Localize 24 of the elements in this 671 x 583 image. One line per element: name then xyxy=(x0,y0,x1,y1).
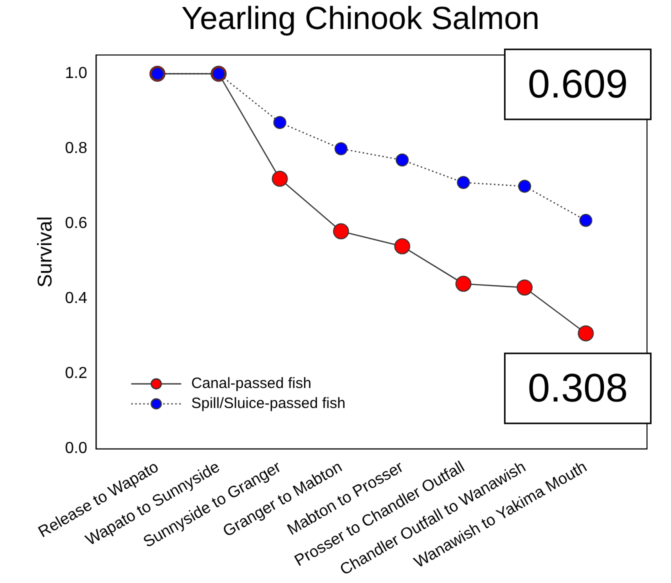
y-axis-title: Survival xyxy=(34,216,57,288)
y-tick-label: 0.2 xyxy=(64,365,88,382)
point xyxy=(518,180,532,193)
y-tick-label: 0.8 xyxy=(64,140,88,158)
legend-label: Spill/Sluice-passed fish xyxy=(191,394,346,412)
y-tick-label: 0.4 xyxy=(64,290,88,308)
point xyxy=(333,223,350,240)
point xyxy=(579,214,592,227)
point xyxy=(272,170,288,187)
legend-label: Canal-passed fish xyxy=(191,374,312,392)
point xyxy=(456,176,470,190)
annotation: 0.609 xyxy=(528,62,628,106)
annotation: 0.308 xyxy=(528,366,628,410)
chart-title: Yearling Chinook Salmon xyxy=(180,0,541,37)
point xyxy=(455,276,472,292)
point xyxy=(516,280,533,296)
y-tick-label: 0.6 xyxy=(64,215,88,232)
point xyxy=(273,116,286,130)
point xyxy=(396,154,409,167)
y-tick-label: 1.0 xyxy=(64,65,88,82)
y-tick-label: 0.0 xyxy=(64,440,88,458)
point xyxy=(334,142,348,156)
point xyxy=(394,238,410,254)
point xyxy=(578,325,594,342)
